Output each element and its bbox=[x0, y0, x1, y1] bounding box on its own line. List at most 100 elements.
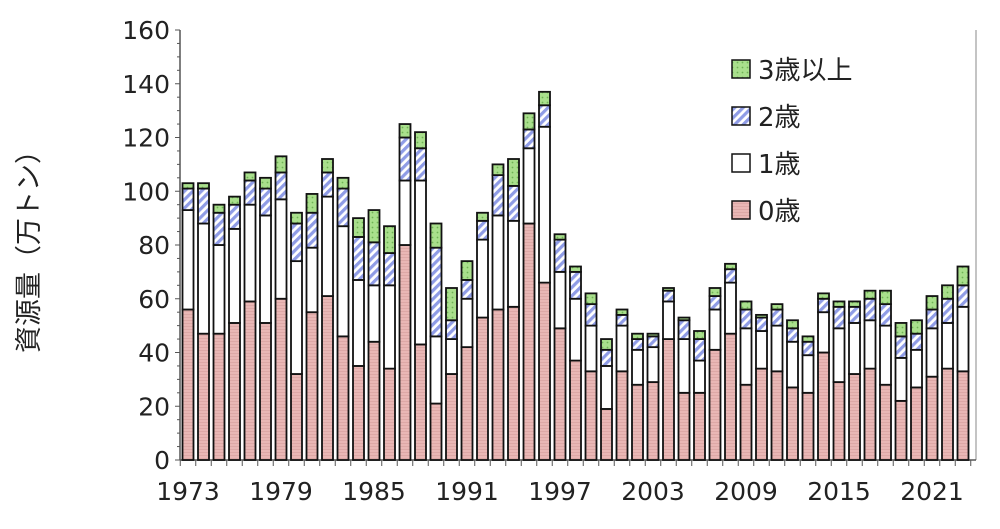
y-tick-label: 140 bbox=[122, 70, 170, 99]
bar-1988-series-0 bbox=[414, 343, 427, 461]
bar-2003-series-3 bbox=[646, 332, 660, 338]
bar-1992-series-2 bbox=[476, 219, 489, 241]
bar-1982-series-1 bbox=[321, 195, 334, 297]
bar-2007-series-2 bbox=[708, 295, 722, 311]
y-tick-label: 160 bbox=[122, 16, 170, 45]
bar-2012-series-2 bbox=[786, 327, 799, 343]
bar-2023-series-0 bbox=[956, 370, 970, 461]
bar-2001-series-0 bbox=[615, 370, 629, 461]
bar-1998-series-1 bbox=[569, 297, 582, 362]
bar-1983-series-1 bbox=[336, 225, 350, 338]
y-tick-label: 80 bbox=[138, 231, 170, 260]
bar-1981-series-1 bbox=[305, 246, 319, 314]
bar-1996-series-1 bbox=[538, 125, 551, 284]
bar-1986-series-1 bbox=[383, 284, 396, 370]
bar-1999-series-3 bbox=[584, 292, 598, 306]
bar-2004-series-3 bbox=[662, 287, 675, 292]
bar-2015-series-3 bbox=[832, 300, 846, 308]
legend-swatch-0 bbox=[731, 200, 751, 220]
bar-1984-series-3 bbox=[352, 217, 365, 238]
bar-1982-series-3 bbox=[321, 158, 334, 174]
bar-2012-series-3 bbox=[786, 319, 799, 330]
bar-1986-series-3 bbox=[383, 225, 396, 254]
bar-1995-series-2 bbox=[522, 128, 536, 150]
bar-2019-series-2 bbox=[894, 335, 908, 359]
bar-2008-series-2 bbox=[724, 268, 737, 284]
bar-1991-series-3 bbox=[460, 260, 474, 281]
bar-2020-series-0 bbox=[910, 386, 923, 461]
bar-2014-series-3 bbox=[817, 292, 830, 300]
bar-2003-series-1 bbox=[646, 346, 660, 383]
bar-1980-series-1 bbox=[290, 260, 303, 375]
bar-2005-series-1 bbox=[677, 338, 691, 394]
bar-2013-series-1 bbox=[801, 354, 815, 394]
x-tick-label: 1991 bbox=[435, 477, 499, 506]
bar-2018-series-1 bbox=[879, 324, 892, 386]
bar-2021-series-1 bbox=[925, 327, 939, 378]
bar-2015-series-1 bbox=[832, 327, 846, 383]
bar-1985-series-3 bbox=[367, 209, 381, 244]
bar-2006-series-3 bbox=[693, 330, 706, 340]
bar-1984-series-2 bbox=[352, 236, 365, 281]
bar-2018-series-2 bbox=[879, 303, 892, 327]
bar-1989-series-3 bbox=[429, 222, 443, 249]
x-tick-label: 2003 bbox=[621, 477, 685, 506]
bar-1977-series-3 bbox=[243, 171, 257, 182]
bar-2006-series-0 bbox=[693, 391, 706, 461]
bar-1976-series-2 bbox=[228, 203, 241, 230]
bar-2008-series-1 bbox=[724, 281, 737, 335]
bar-1978-series-1 bbox=[259, 214, 272, 324]
bar-2020-series-3 bbox=[910, 319, 923, 335]
bar-1987-series-1 bbox=[398, 179, 412, 246]
bar-2016-series-1 bbox=[848, 322, 861, 375]
bar-1978-series-2 bbox=[259, 187, 272, 217]
bar-1999-series-0 bbox=[584, 370, 598, 461]
bar-1976-series-3 bbox=[228, 195, 241, 206]
bar-1994-series-0 bbox=[507, 305, 520, 461]
bar-1975-series-3 bbox=[212, 203, 226, 214]
bar-1979-series-0 bbox=[274, 297, 288, 461]
bar-1992-series-0 bbox=[476, 316, 489, 461]
bar-1995-series-1 bbox=[522, 147, 536, 225]
bar-1976-series-1 bbox=[228, 227, 241, 324]
bar-1979-series-3 bbox=[274, 155, 288, 174]
bar-2005-series-0 bbox=[677, 391, 691, 461]
legend-swatch-2 bbox=[731, 106, 751, 126]
bar-2013-series-0 bbox=[801, 391, 815, 461]
bar-1987-series-3 bbox=[398, 123, 412, 139]
legend-label: 2歳 bbox=[758, 103, 801, 133]
bar-2019-series-0 bbox=[894, 399, 908, 461]
bar-2017-series-1 bbox=[863, 319, 877, 370]
bar-1983-series-2 bbox=[336, 187, 350, 228]
bar-1995-series-0 bbox=[522, 222, 536, 461]
bar-2011-series-2 bbox=[770, 308, 784, 327]
x-tick-label: 2021 bbox=[900, 477, 964, 506]
bar-2014-series-2 bbox=[817, 297, 830, 314]
bar-2005-series-3 bbox=[677, 316, 691, 322]
bar-1989-series-0 bbox=[429, 402, 443, 461]
bar-2011-series-1 bbox=[770, 324, 784, 373]
bar-2009-series-0 bbox=[739, 383, 753, 461]
bar-2017-series-3 bbox=[863, 289, 877, 300]
bar-2003-series-0 bbox=[646, 381, 660, 461]
bar-2010-series-3 bbox=[755, 313, 768, 319]
bar-2022-series-1 bbox=[941, 322, 954, 370]
bar-2013-series-2 bbox=[801, 340, 815, 357]
bar-2003-series-2 bbox=[646, 335, 660, 349]
bar-1999-series-1 bbox=[584, 324, 598, 373]
bar-1985-series-1 bbox=[367, 284, 381, 343]
bar-1977-series-0 bbox=[243, 300, 257, 461]
legend-label: 3歳以上 bbox=[758, 56, 853, 86]
legend-swatch-3 bbox=[731, 59, 751, 79]
bar-1992-series-1 bbox=[476, 238, 489, 319]
bar-1982-series-2 bbox=[321, 171, 334, 198]
bar-1980-series-2 bbox=[290, 222, 303, 263]
bar-2004-series-1 bbox=[662, 300, 675, 340]
bar-1980-series-0 bbox=[290, 373, 303, 461]
bar-2004-series-0 bbox=[662, 338, 675, 461]
bar-2000-series-2 bbox=[600, 348, 613, 367]
bar-1973-series-3 bbox=[181, 182, 195, 190]
y-axis-label: 資源量（万トン） bbox=[14, 137, 45, 353]
bar-1996-series-2 bbox=[538, 104, 551, 128]
y-axis: 0 20 40 60 80 100 120 140 160 bbox=[122, 16, 977, 475]
